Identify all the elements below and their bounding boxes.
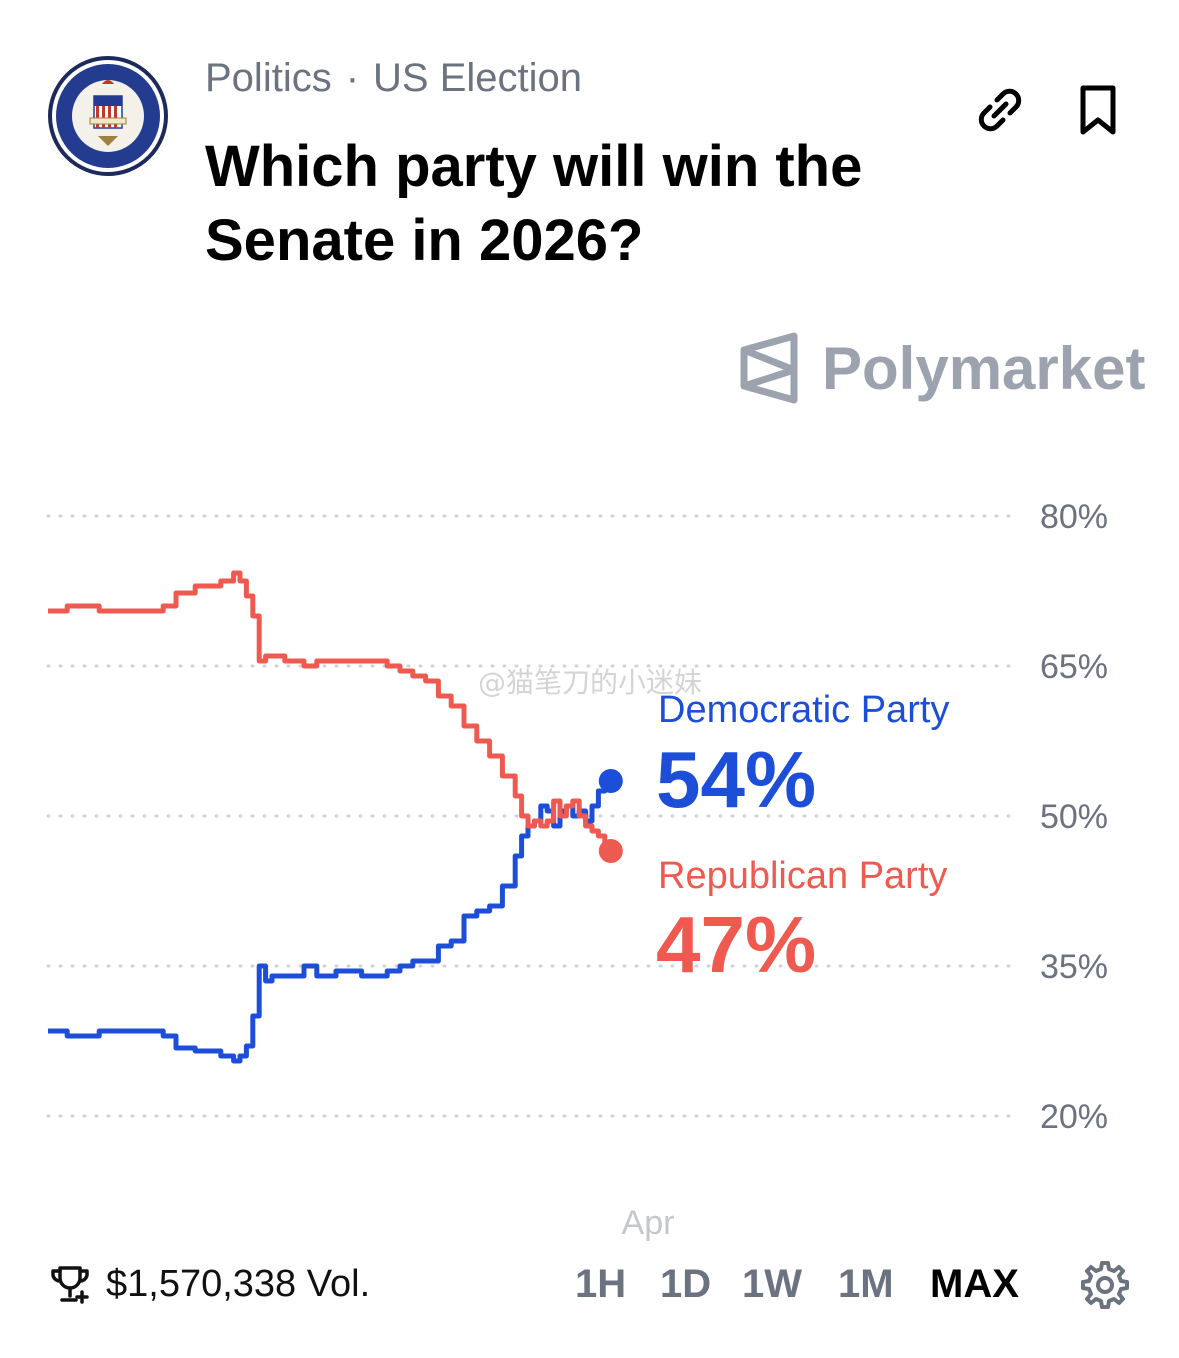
series-end-point [598, 839, 623, 863]
trophy-icon [51, 1266, 89, 1304]
series-line-democratic [48, 781, 608, 1064]
range-max-button[interactable]: MAX [930, 1262, 1019, 1306]
y-tick-label: 80% [1040, 498, 1108, 536]
x-tick-label: Apr [622, 1204, 675, 1242]
series-line-republican [48, 570, 608, 851]
page-title: Which party will win the Senate in 2026? [205, 134, 863, 273]
link-icon[interactable] [970, 80, 1030, 140]
breadcrumb-category[interactable]: Politics [205, 56, 332, 100]
polymarket-logo-icon [740, 332, 798, 404]
us-senate-seal [48, 56, 168, 176]
watermark: @猫笔刀的小迷妹 [478, 666, 702, 699]
series-end-point [598, 769, 623, 793]
range-1w-button[interactable]: 1W [742, 1262, 802, 1306]
y-tick-label: 20% [1040, 1098, 1108, 1136]
breadcrumb: Politics · US Election [205, 56, 582, 101]
series-name-label: Democratic Party [658, 689, 949, 731]
range-1d-button[interactable]: 1D [660, 1262, 712, 1306]
breadcrumb-subcategory[interactable]: US Election [373, 56, 583, 100]
range-1h-button[interactable]: 1H [575, 1262, 627, 1306]
footer-bar: $1,570,338 Vol. 1H 1D 1W 1M MAX [0, 1252, 1179, 1322]
series-name-label: Republican Party [658, 855, 947, 897]
bookmark-icon[interactable] [1068, 80, 1128, 140]
series-value-label: 47% [656, 900, 816, 989]
settings-gear-icon[interactable] [1080, 1260, 1130, 1310]
polymarket-brand: Polymarket [738, 328, 1146, 408]
volume-info: $1,570,338 Vol. [48, 1262, 370, 1306]
range-1m-button[interactable]: 1M [838, 1262, 894, 1306]
breadcrumb-separator: · [345, 56, 360, 100]
y-tick-label: 65% [1040, 648, 1108, 686]
series-value-label: 54% [656, 735, 816, 824]
brand-name: Polymarket [822, 334, 1146, 402]
volume-text: $1,570,338 Vol. [106, 1262, 371, 1305]
y-tick-label: 35% [1040, 948, 1108, 986]
y-tick-label: 50% [1040, 798, 1108, 836]
